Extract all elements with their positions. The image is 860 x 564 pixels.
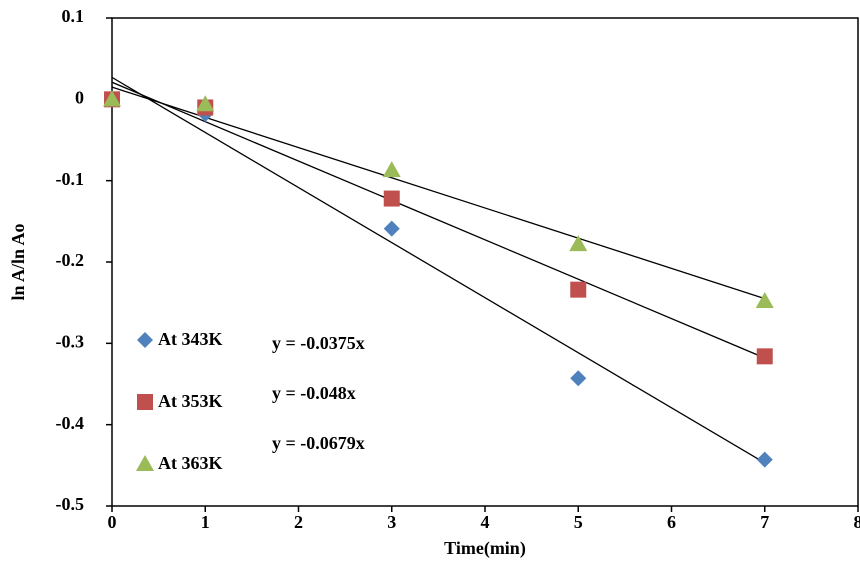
- legend-marker: [137, 332, 153, 348]
- marker: [756, 451, 773, 468]
- equation-label: y = -0.0375x: [272, 333, 365, 353]
- marker: [383, 190, 400, 207]
- trendline: [111, 76, 766, 464]
- equation-label: y = -0.0679x: [272, 433, 365, 453]
- x-axis-title: Time(min): [444, 538, 526, 559]
- equation-label: y = -0.048x: [272, 383, 356, 403]
- trendline: [111, 81, 766, 359]
- trendline: [111, 86, 765, 300]
- legend-label: At 343K: [158, 329, 223, 349]
- marker: [103, 90, 121, 107]
- marker: [755, 292, 774, 309]
- x-tick-label: 0: [108, 512, 117, 532]
- y-tick-label: -0.3: [56, 331, 85, 351]
- marker: [756, 348, 773, 365]
- marker: [570, 370, 587, 387]
- x-tick-label: 8: [854, 512, 860, 532]
- y-tick-label: 0.1: [62, 6, 85, 26]
- marker: [383, 220, 400, 237]
- plot-frame: [111, 17, 859, 507]
- x-tick-label: 7: [760, 512, 769, 532]
- marker: [196, 95, 215, 112]
- y-tick-label: -0.1: [56, 169, 85, 189]
- y-tick-label: -0.2: [56, 250, 85, 270]
- x-tick-label: 1: [201, 512, 210, 532]
- x-tick-label: 2: [294, 512, 303, 532]
- marker: [569, 235, 588, 252]
- x-tick-label: 6: [667, 512, 676, 532]
- legend-marker: [137, 394, 153, 410]
- y-axis-title: ln A/ln Ao: [8, 223, 28, 300]
- legend-label: At 363K: [158, 453, 223, 473]
- legend-label: At 353K: [158, 391, 223, 411]
- legend-marker: [136, 455, 154, 471]
- y-tick-label: 0: [75, 87, 84, 107]
- marker: [382, 161, 401, 178]
- y-tick-label: -0.5: [56, 494, 85, 514]
- marker: [570, 281, 587, 298]
- x-tick-label: 3: [387, 512, 396, 532]
- x-tick-label: 4: [481, 512, 490, 532]
- x-tick-label: 5: [574, 512, 583, 532]
- y-tick-label: -0.4: [56, 413, 85, 433]
